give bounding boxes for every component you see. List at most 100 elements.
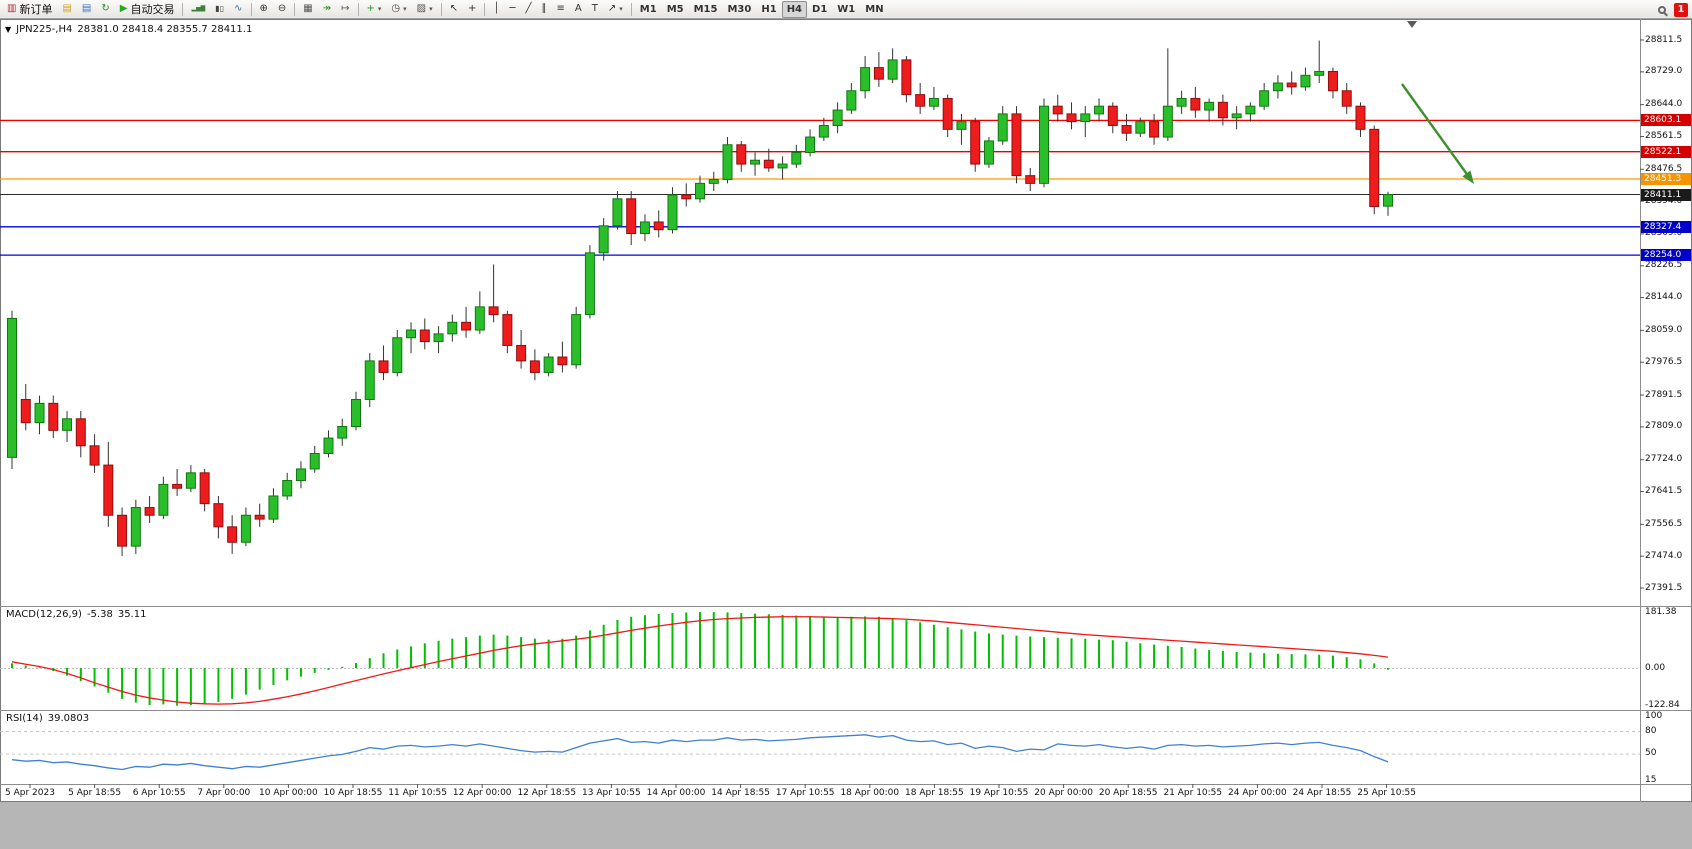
timeframe-d1-button-label: D1 [812, 3, 828, 15]
macd-value-main: -5.38 [86, 609, 113, 620]
toolbar-separator [440, 2, 442, 16]
label-icon: T [591, 3, 598, 14]
trend-arrow[interactable] [1401, 83, 1474, 184]
text-button[interactable]: A [570, 1, 587, 18]
rsi-title: RSI(14) [6, 713, 43, 724]
line-chart-button[interactable]: ∿ [229, 1, 247, 18]
line-chart-icon: ∿ [234, 3, 243, 14]
rsi-line [11, 734, 1389, 771]
timeframe-m15-button-label: M15 [693, 3, 718, 15]
caret-down-icon: ▾ [619, 5, 623, 13]
rsi-value: 39.0803 [47, 713, 90, 724]
zoom-out-button[interactable]: ⊖ [273, 1, 291, 18]
label-button[interactable]: T [587, 1, 603, 18]
timeframe-h4-button[interactable]: H4 [781, 0, 808, 18]
channel-button[interactable]: ∥ [537, 1, 552, 18]
chart-ohlc-values: 28381.0 28418.4 28355.7 28411.1 [77, 24, 253, 35]
timeframe-m30-button-label: M30 [727, 3, 752, 15]
chart-symbol-period: JPN225-,H4 [16, 24, 73, 35]
timeframe-h1-button[interactable]: H1 [756, 1, 781, 18]
arrows-icon: ↗ [607, 3, 617, 14]
chart-title: ▼ JPN225-,H4 28381.0 28418.4 28355.7 284… [5, 24, 252, 35]
timeframe-m5-button-label: M5 [666, 3, 684, 15]
timeframe-mn-button[interactable]: MN [860, 1, 888, 18]
periods-icon: ◷ [391, 3, 401, 14]
macd-histogram [11, 612, 1389, 706]
trendline-icon: ╱ [525, 3, 532, 14]
toolbar-separator [182, 2, 184, 16]
tile-windows-button[interactable]: ▦ [298, 1, 317, 18]
refresh-icon: ↻ [101, 3, 110, 14]
horizontal-line-button[interactable]: ─ [504, 1, 520, 18]
caret-down-icon: ▾ [429, 5, 433, 13]
chart-window [0, 19, 1692, 802]
notification-badge[interactable]: 1 [1674, 2, 1688, 17]
trade-ticket-button[interactable]: ▤ [57, 1, 76, 18]
timeframe-m30-button[interactable]: M30 [722, 1, 756, 18]
zoom-out-icon: ⊖ [277, 3, 287, 14]
rsi-header: RSI(14) 39.0803 [6, 713, 89, 724]
market-watch-icon: ▤ [81, 3, 92, 14]
caret-down-icon: ▾ [377, 5, 382, 13]
market-watch-button[interactable]: ▤ [77, 1, 96, 18]
autotrading-icon: ▶ [119, 3, 128, 14]
timeframe-h4-button-label: H4 [786, 3, 803, 15]
zoom-in-button[interactable]: ⊕ [255, 1, 273, 18]
timeframe-d1-button[interactable]: D1 [807, 1, 832, 18]
vertical-line-icon: │ [493, 3, 500, 14]
chart-shift-icon: ↦ [341, 3, 350, 14]
timeframe-m1-button[interactable]: M1 [635, 1, 662, 18]
crosshair-button[interactable]: + [463, 1, 481, 18]
channel-icon: ∥ [541, 3, 547, 14]
fibonacci-button[interactable]: ≡ [552, 1, 570, 18]
indicators-button[interactable]: + ▾ [362, 1, 387, 18]
new-order-icon: ▥ [7, 3, 17, 14]
auto-scroll-button[interactable]: ↠ [318, 1, 336, 18]
toolbar: ▥ 新订单 ▤ ▤ ↻ ▶ 自动交易 ▂▅▇ ▮▯ ∿ ⊕ ⊖ ▦ ↠ ↦ + ▾ ◷ ▾ ▨ ▾ ↖ + │ ─ ╱ ∥ ≡ A T ↗ ▾… [0, 0, 1692, 19]
chart-shift-marker-icon[interactable] [1407, 21, 1417, 28]
cursor-icon: ↖ [449, 3, 459, 14]
vertical-line-button[interactable]: │ [488, 1, 504, 18]
cursor-button[interactable]: ↖ [445, 1, 463, 18]
macd-value-signal: 35.11 [117, 609, 147, 620]
toolbar-right: 1 [1658, 0, 1688, 19]
autotrading-button[interactable]: ▶ 自动交易 [115, 1, 180, 18]
workspace-background [0, 802, 1692, 849]
timeframe-m5-button[interactable]: M5 [662, 1, 689, 18]
candles [7, 40, 1393, 557]
collapse-icon[interactable]: ▼ [5, 25, 12, 34]
trendline-button[interactable]: ╱ [520, 1, 536, 18]
toolbar-separator [630, 2, 632, 16]
refresh-button[interactable]: ↻ [96, 1, 114, 18]
templates-icon: ▨ [416, 3, 427, 14]
periods-button[interactable]: ◷ ▾ [386, 1, 411, 18]
candlestick-chart-button[interactable]: ▮▯ [210, 1, 229, 18]
text-icon: A [574, 3, 582, 14]
trade-ticket-icon: ▤ [62, 3, 72, 14]
indicators-icon: + [366, 3, 375, 14]
new-order-button-label: 新订单 [19, 3, 53, 16]
bar-chart-button[interactable]: ▂▅▇ [186, 1, 210, 18]
macd-title: MACD(12,26,9) [6, 609, 82, 620]
candlestick-chart-icon: ▮▯ [215, 4, 225, 13]
toolbar-separator [250, 2, 252, 16]
timeframe-mn-button-label: MN [865, 3, 884, 15]
chart-shift-button[interactable]: ↦ [336, 1, 354, 18]
new-order-button[interactable]: ▥ 新订单 [2, 1, 57, 18]
timeframe-h1-button-label: H1 [761, 3, 777, 15]
search-icon[interactable] [1658, 5, 1666, 14]
timeframe-w1-button-label: W1 [837, 3, 856, 15]
toolbar-separator [484, 2, 486, 16]
toolbar-separator [357, 2, 359, 16]
timeframe-m15-button[interactable]: M15 [689, 1, 723, 18]
bar-chart-icon: ▂▅▇ [191, 5, 206, 12]
timeframe-w1-button[interactable]: W1 [832, 1, 860, 18]
macd-header: MACD(12,26,9) -5.38 35.11 [6, 609, 146, 620]
timeframe-m1-button-label: M1 [639, 3, 657, 15]
crosshair-icon: + [468, 3, 477, 14]
arrows-button[interactable]: ↗ ▾ [603, 1, 628, 18]
templates-button[interactable]: ▨ ▾ [412, 1, 438, 18]
auto-scroll-icon: ↠ [322, 3, 332, 14]
autotrading-button-label: 自动交易 [130, 3, 175, 16]
